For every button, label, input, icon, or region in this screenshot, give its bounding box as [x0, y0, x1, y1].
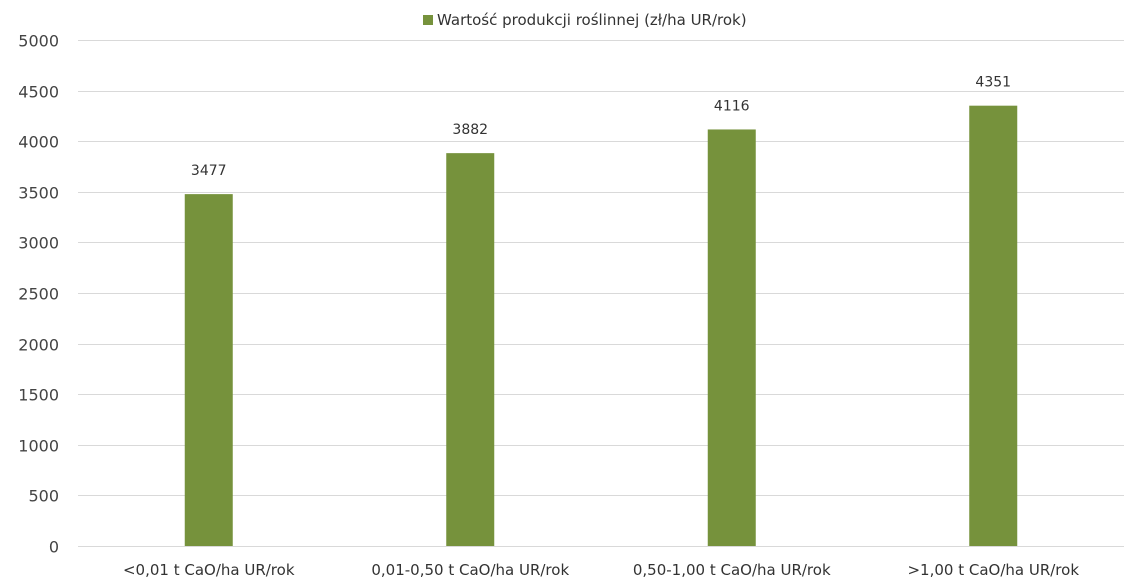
y-tick-label: 2000: [18, 336, 59, 355]
x-category-label: >1,00 t CaO/ha UR/rok: [907, 561, 1079, 579]
bar: [184, 194, 233, 546]
y-tick-label: 4500: [18, 83, 59, 102]
bar-value-label: 3477: [191, 163, 227, 179]
x-category-label: 0,01-0,50 t CaO/ha UR/rok: [371, 561, 569, 579]
y-tick-label: 5000: [18, 32, 59, 51]
y-tick-label: 1000: [18, 437, 59, 456]
x-category-label: <0,01 t CaO/ha UR/rok: [123, 561, 295, 579]
bar: [969, 105, 1018, 546]
y-axis-tick-labels: 0 500 1000 1500 2000 2500 3000 3500 4000 4500 5000: [18, 32, 59, 557]
x-axis-category-labels: <0,01 t CaO/ha UR/rok 0,01-0,50 t CaO/ha …: [123, 561, 1079, 579]
y-tick-label: 500: [28, 487, 59, 506]
y-tick-label: 3500: [18, 184, 59, 203]
legend-label: Wartość produkcji roślinnej (zł/ha UR/ro…: [437, 11, 747, 29]
bar: [707, 129, 756, 546]
bars: [184, 105, 1018, 546]
bar-value-label: 4116: [714, 98, 750, 114]
legend: Wartość produkcji roślinnej (zł/ha UR/ro…: [423, 11, 747, 29]
y-tick-label: 2500: [18, 285, 59, 304]
gridlines: [78, 40, 1124, 547]
bar-value-label: 3882: [452, 122, 488, 138]
bar: [446, 153, 495, 546]
bar-value-label: 4351: [975, 75, 1011, 91]
legend-swatch: [423, 15, 433, 25]
y-tick-label: 0: [49, 538, 59, 557]
y-tick-label: 3000: [18, 234, 59, 253]
x-category-label: 0,50-1,00 t CaO/ha UR/rok: [633, 561, 831, 579]
y-tick-label: 1500: [18, 386, 59, 405]
y-tick-label: 4000: [18, 133, 59, 152]
data-labels: 3477 3882 4116 4351: [191, 75, 1011, 179]
